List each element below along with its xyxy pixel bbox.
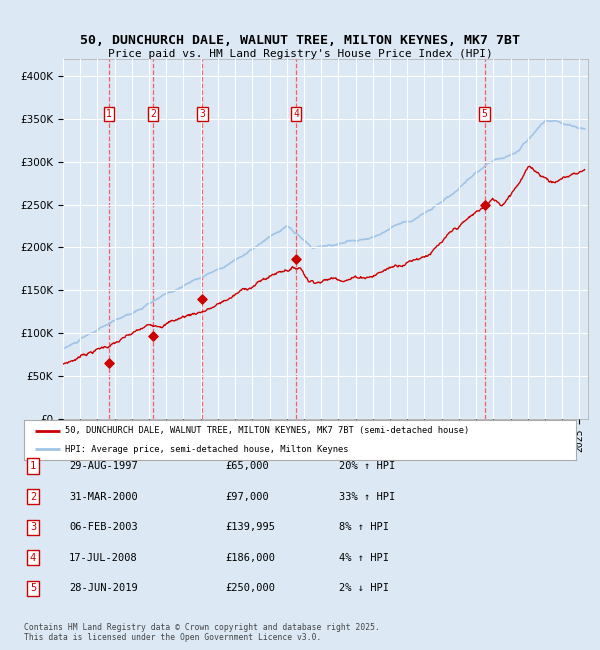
Text: 8% ↑ HPI: 8% ↑ HPI: [339, 522, 389, 532]
Text: 4: 4: [30, 552, 36, 563]
Text: 2% ↓ HPI: 2% ↓ HPI: [339, 583, 389, 593]
Text: 50, DUNCHURCH DALE, WALNUT TREE, MILTON KEYNES, MK7 7BT (semi-detached house): 50, DUNCHURCH DALE, WALNUT TREE, MILTON …: [65, 426, 470, 436]
Text: HPI: Average price, semi-detached house, Milton Keynes: HPI: Average price, semi-detached house,…: [65, 445, 349, 454]
Point: [104, 358, 113, 369]
Text: Price paid vs. HM Land Registry's House Price Index (HPI): Price paid vs. HM Land Registry's House …: [107, 49, 493, 58]
Text: 2: 2: [151, 109, 157, 120]
Point: [291, 254, 301, 265]
Point: [197, 294, 207, 304]
Text: 5: 5: [30, 583, 36, 593]
Text: 1: 1: [106, 109, 112, 120]
Text: 4% ↑ HPI: 4% ↑ HPI: [339, 552, 389, 563]
Text: 50, DUNCHURCH DALE, WALNUT TREE, MILTON KEYNES, MK7 7BT: 50, DUNCHURCH DALE, WALNUT TREE, MILTON …: [80, 34, 520, 47]
Point: [149, 331, 158, 341]
Text: 3: 3: [199, 109, 205, 120]
Text: 1: 1: [30, 461, 36, 471]
Text: £139,995: £139,995: [225, 522, 275, 532]
Point: [480, 200, 490, 210]
Text: 20% ↑ HPI: 20% ↑ HPI: [339, 461, 395, 471]
Text: 4: 4: [293, 109, 299, 120]
Text: 31-MAR-2000: 31-MAR-2000: [69, 491, 138, 502]
Text: 33% ↑ HPI: 33% ↑ HPI: [339, 491, 395, 502]
Text: 06-FEB-2003: 06-FEB-2003: [69, 522, 138, 532]
Text: £186,000: £186,000: [225, 552, 275, 563]
Text: £65,000: £65,000: [225, 461, 269, 471]
Text: 3: 3: [30, 522, 36, 532]
Text: 2: 2: [30, 491, 36, 502]
Text: 29-AUG-1997: 29-AUG-1997: [69, 461, 138, 471]
Text: 5: 5: [482, 109, 487, 120]
Text: 28-JUN-2019: 28-JUN-2019: [69, 583, 138, 593]
Text: £250,000: £250,000: [225, 583, 275, 593]
Text: Contains HM Land Registry data © Crown copyright and database right 2025.
This d: Contains HM Land Registry data © Crown c…: [24, 623, 380, 642]
Text: 17-JUL-2008: 17-JUL-2008: [69, 552, 138, 563]
Text: £97,000: £97,000: [225, 491, 269, 502]
